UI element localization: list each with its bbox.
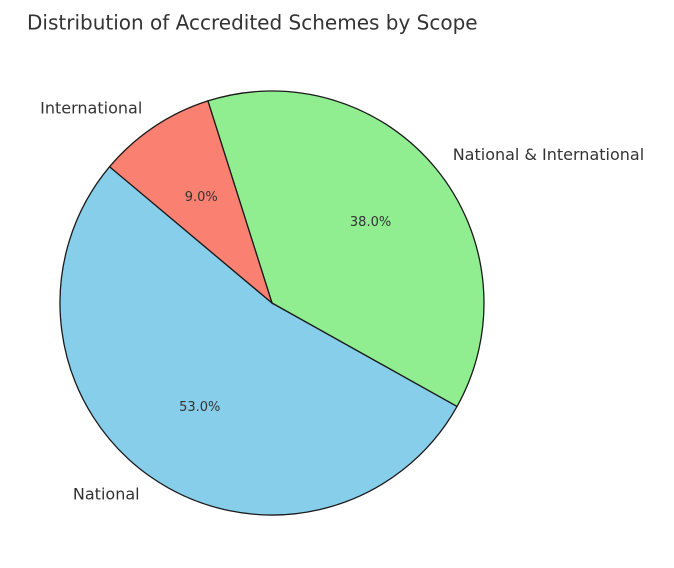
category-label: National [73,484,140,503]
category-label: National & International [453,145,644,164]
value-label: 38.0% [350,215,391,230]
category-label: International [40,99,142,118]
pie-slice [207,90,485,408]
value-label: 53.0% [179,400,220,415]
chart-title: Distribution of Accredited Schemes by Sc… [27,11,478,35]
pie-slice [59,165,458,516]
pie-slice [108,100,274,305]
value-label: 9.0% [185,190,218,205]
